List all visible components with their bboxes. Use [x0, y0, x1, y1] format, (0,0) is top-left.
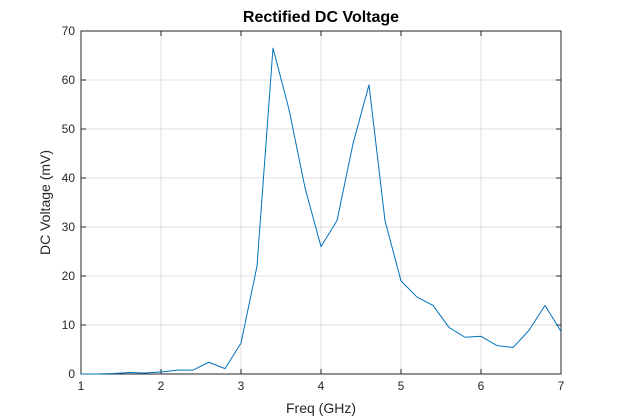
y-tick-label: 0	[68, 367, 75, 381]
x-tick-label: 2	[158, 379, 165, 393]
x-tick-label: 1	[78, 379, 85, 393]
grid	[81, 31, 561, 374]
y-tick-label: 40	[62, 171, 76, 185]
y-tick-label: 50	[62, 122, 76, 136]
x-tick-label: 7	[558, 379, 565, 393]
chart-title: Rectified DC Voltage	[243, 9, 399, 26]
x-axis-ticks: 1 2 3 4 5 6 7	[78, 31, 565, 393]
y-tick-label: 30	[62, 220, 76, 234]
series-line	[81, 47, 562, 375]
y-tick-label: 10	[62, 318, 76, 332]
x-tick-label: 5	[398, 379, 405, 393]
x-tick-label: 3	[238, 379, 245, 393]
y-tick-label: 60	[62, 73, 76, 87]
x-axis-label: Freq (GHz)	[286, 400, 356, 416]
y-axis-label: DC Voltage (mV)	[37, 150, 53, 255]
y-axis-ticks: 0 10 20 30 40 50 60 70	[62, 24, 561, 381]
x-tick-label: 6	[478, 379, 485, 393]
y-tick-label: 20	[62, 269, 76, 283]
y-tick-label: 70	[62, 24, 76, 38]
series-layer	[81, 47, 562, 375]
x-tick-label: 4	[318, 379, 325, 393]
